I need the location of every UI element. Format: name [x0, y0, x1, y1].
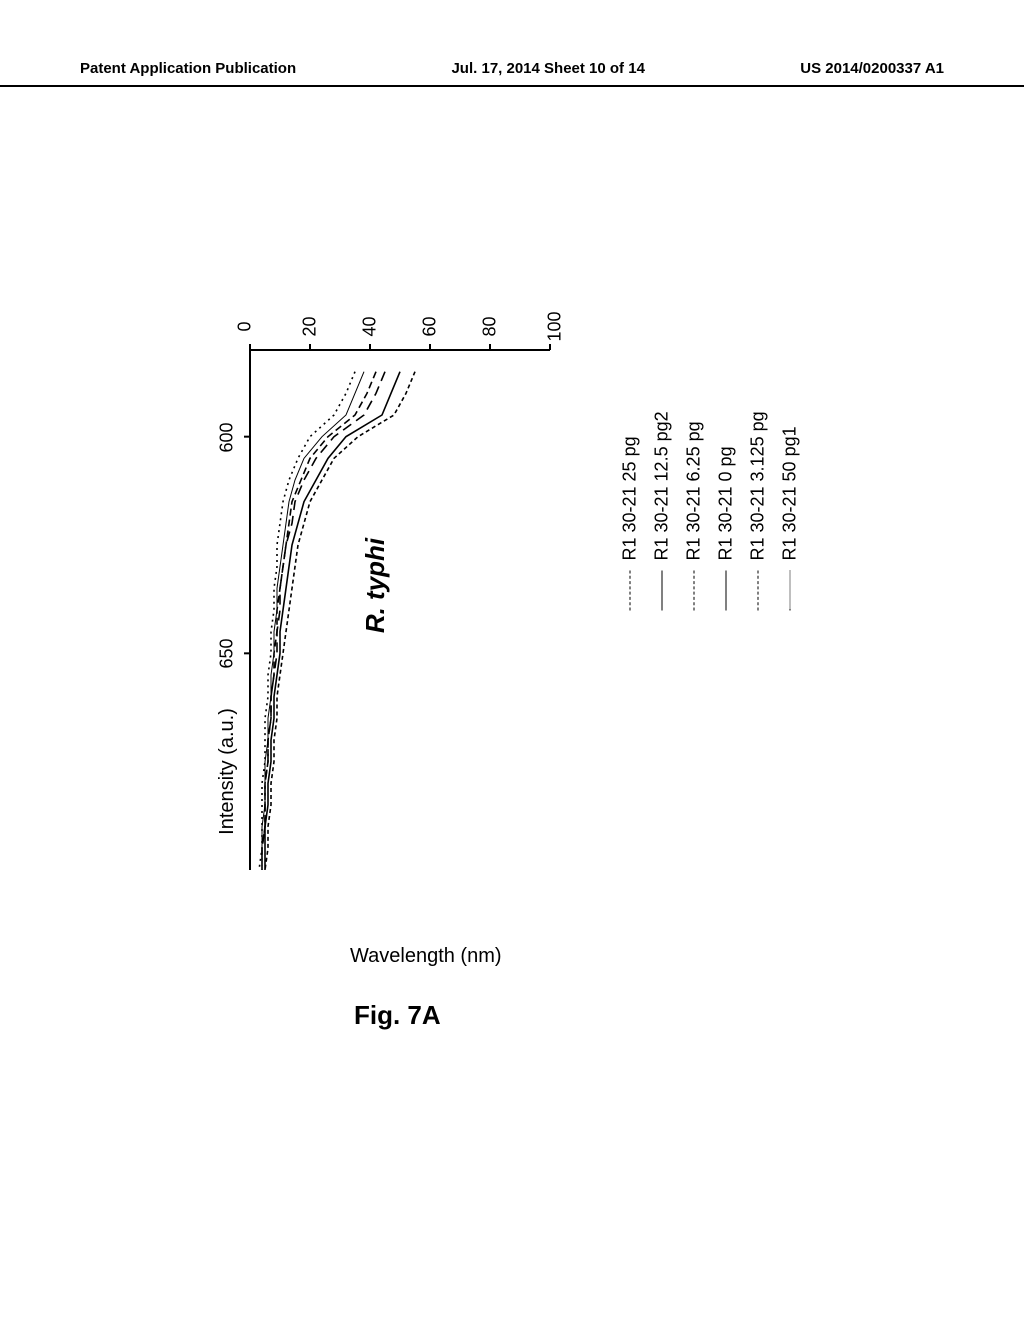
- x-axis-label: Wavelength (nm): [350, 945, 502, 968]
- legend-item: R1 30-21 50 pg1: [780, 426, 801, 610]
- legend-swatch-line: [726, 571, 727, 611]
- legend-item: R1 30-21 12.5 pg2: [652, 411, 673, 610]
- legend-item: R1 30-21 6.25 pg: [684, 421, 705, 610]
- y-tick-label: 0: [235, 321, 256, 331]
- series-line: [265, 372, 400, 870]
- legend-label: R1 30-21 12.5 pg2: [652, 411, 673, 560]
- legend-swatch-line: [630, 571, 631, 611]
- y-tick-label: 40: [360, 316, 381, 336]
- y-tick-label: 80: [480, 316, 501, 336]
- y-tick-label: 100: [545, 311, 566, 341]
- series-line: [262, 372, 385, 870]
- legend-swatch-line: [662, 571, 663, 611]
- legend-item: R1 30-21 0 pg: [716, 446, 737, 610]
- x-tick-label: 650: [217, 639, 238, 669]
- header-right: US 2014/0200337 A1: [800, 60, 944, 77]
- header-left: Patent Application Publication: [80, 60, 296, 77]
- x-tick-label: 600: [217, 422, 238, 452]
- legend-label: R1 30-21 0 pg: [716, 446, 737, 560]
- legend-swatch-line: [694, 571, 695, 611]
- legend-label: R1 30-21 25 pg: [620, 436, 641, 560]
- legend-item: R1 30-21 3.125 pg: [748, 411, 769, 610]
- legend-label: R1 30-21 50 pg1: [780, 426, 801, 560]
- legend-label: R1 30-21 6.25 pg: [684, 421, 705, 560]
- patent-header: Patent Application Publication Jul. 17, …: [0, 60, 1024, 87]
- legend-swatch-line: [790, 571, 791, 611]
- legend-label: R1 30-21 3.125 pg: [748, 411, 769, 560]
- legend-swatch-line: [758, 571, 759, 611]
- spectra-plot: [230, 330, 570, 890]
- y-tick-label: 20: [300, 316, 321, 336]
- legend-item: R1 30-21 25 pg: [620, 436, 641, 610]
- series-line: [262, 372, 376, 870]
- series-line: [265, 372, 415, 870]
- header-center: Jul. 17, 2014 Sheet 10 of 14: [451, 60, 644, 77]
- y-tick-label: 60: [420, 316, 441, 336]
- series-line: [259, 372, 355, 870]
- figure-caption: Fig. 7A: [354, 1000, 441, 1031]
